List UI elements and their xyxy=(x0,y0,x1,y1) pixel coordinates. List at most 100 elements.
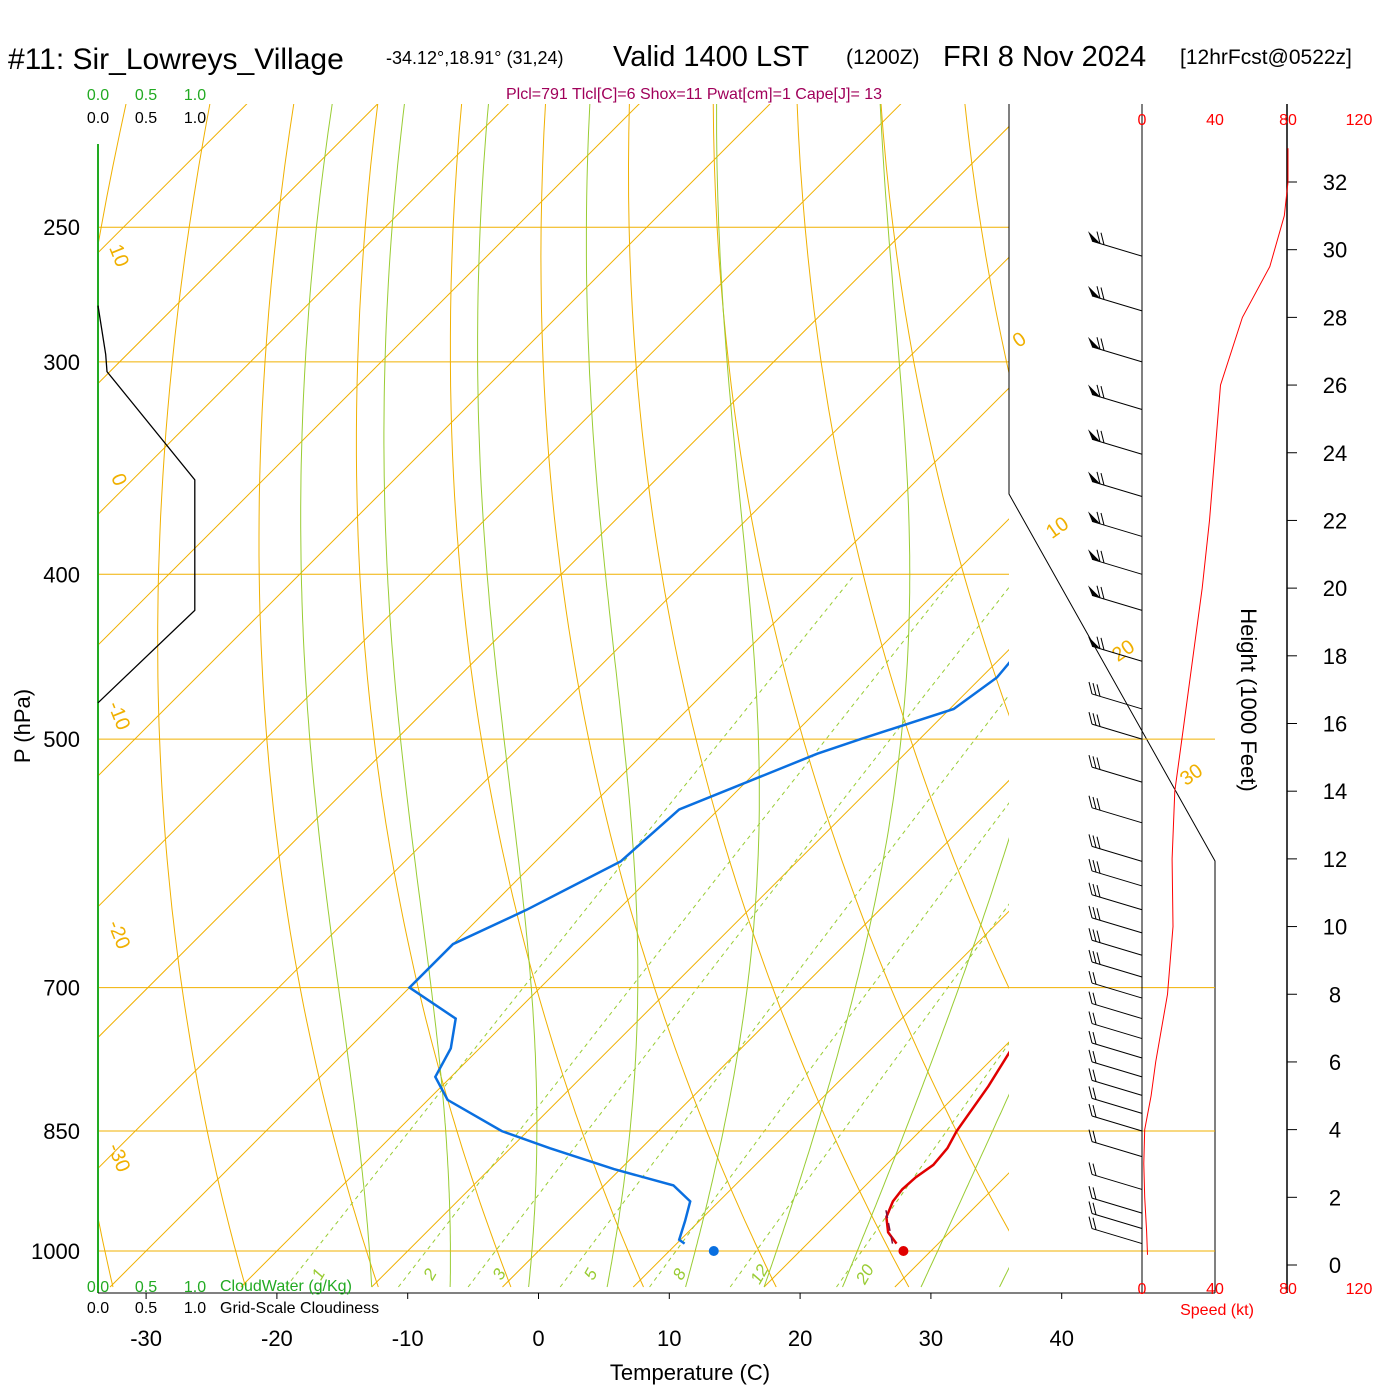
height-tick-label: 20 xyxy=(1323,576,1347,601)
height-tick-label: 32 xyxy=(1323,170,1347,195)
wind-barb-feather xyxy=(1092,1087,1097,1100)
speed-tick-top: 80 xyxy=(1279,112,1297,129)
wind-barb-staff xyxy=(1091,1023,1143,1040)
wind-barb-feather xyxy=(1088,949,1093,963)
surface-temperature-marker xyxy=(898,1246,909,1256)
height-tick-label: 22 xyxy=(1323,508,1347,533)
wind-barb-feather xyxy=(1092,1012,1097,1025)
wind-barb-staff xyxy=(1091,961,1143,978)
wind-barb-feather xyxy=(1088,1049,1093,1063)
wind-barb-feather xyxy=(1096,952,1101,965)
wind-barb-staff xyxy=(1091,917,1143,934)
wind-barb-feather xyxy=(1100,550,1105,564)
height-tick-label: 30 xyxy=(1323,238,1347,263)
wind-barb-staff xyxy=(1091,481,1143,497)
height-tick-label: 10 xyxy=(1323,915,1347,940)
wind-barb-flag xyxy=(1088,511,1100,524)
wind-barb-staff xyxy=(1091,558,1143,575)
pressure-tick-label: 250 xyxy=(43,215,80,240)
temperature-profile-line xyxy=(885,1050,1009,1245)
wind-barb-feather xyxy=(1092,1050,1097,1064)
stability-indices: Plcl=791 Tlcl[C]=6 Shox=11 Pwat[cm]=1 Ca… xyxy=(506,86,882,103)
wind-barb-staff xyxy=(1091,240,1143,257)
height-tick-label: 8 xyxy=(1329,982,1341,1007)
cloud-water-tick-bottom: 1.0 xyxy=(184,1279,206,1296)
cloud-water-tick-top: 0.5 xyxy=(135,87,157,104)
wind-barb-feather xyxy=(1088,795,1093,808)
height-tick-label: 12 xyxy=(1323,847,1347,872)
height-tick-label: 2 xyxy=(1329,1185,1341,1210)
wind-barb-feather xyxy=(1092,972,1097,985)
forecast-date: FRI 8 Nov 2024 xyxy=(943,41,1146,73)
wind-barb-feather xyxy=(1088,1129,1093,1142)
height-tick-label: 24 xyxy=(1323,441,1347,466)
isotherm-line xyxy=(98,104,771,777)
wind-barb-flag xyxy=(1088,549,1100,562)
y-axis-title: P (hPa) xyxy=(10,689,35,763)
wind-barb-staff xyxy=(1091,1003,1143,1020)
wind-barb-staff xyxy=(1091,520,1143,537)
moist-adiabat-line xyxy=(300,104,373,1288)
wind-barb-staff xyxy=(1091,645,1143,662)
wind-barb-staff xyxy=(1091,1079,1143,1096)
wind-barb-feather xyxy=(1100,472,1105,486)
wind-barb-feather xyxy=(1096,511,1101,524)
cloudiness-tick-top: 0.5 xyxy=(135,110,157,127)
temperature-tick-label: 10 xyxy=(657,1326,681,1351)
wind-barb-staff xyxy=(1091,693,1143,710)
wind-barb-feather xyxy=(1088,991,1093,1004)
wind-barb-feather xyxy=(1088,1011,1093,1024)
wind-barb-feather xyxy=(1088,1185,1093,1199)
wind-barb-flag xyxy=(1088,585,1100,598)
wind-barb-feather xyxy=(1092,906,1097,920)
wind-barb-feather xyxy=(1092,951,1097,964)
wind-barb-flag xyxy=(1088,636,1100,649)
speed-tick-bottom: 40 xyxy=(1206,1281,1224,1298)
wind-barb-staff xyxy=(1091,845,1143,862)
cloudiness-tick-bottom: 0.0 xyxy=(87,1300,109,1317)
wind-barb-staff xyxy=(1091,1141,1143,1158)
wind-barb-staff xyxy=(1091,807,1143,824)
pressure-tick-label: 500 xyxy=(43,727,80,752)
surface-dewpoint-marker xyxy=(708,1246,719,1256)
wind-barb-feather xyxy=(1096,836,1101,849)
wind-barb-feather xyxy=(1092,1032,1097,1045)
cloudiness-tick-bottom: 1.0 xyxy=(184,1300,206,1317)
cloudiness-profile-line xyxy=(97,305,196,704)
dewpoint-profile-line xyxy=(407,661,1009,1245)
wind-barb-feather xyxy=(1096,384,1101,398)
pressure-tick-label: 850 xyxy=(43,1119,80,1144)
wind-barb-staff xyxy=(1091,982,1143,999)
temperature-tick-label: -30 xyxy=(130,1326,162,1351)
moist-adiabat-line xyxy=(383,104,451,1288)
wind-barb-feather xyxy=(1092,883,1097,897)
wind-barb-feather xyxy=(1096,798,1101,811)
wind-barb-staff xyxy=(1091,1115,1143,1132)
speed-axis-title: Speed (kt) xyxy=(1180,1302,1254,1319)
wind-barb-feather xyxy=(1100,385,1105,399)
isotherm-line xyxy=(763,1041,1009,1288)
isotherm-line xyxy=(502,779,1009,1288)
dry-adiabat-line xyxy=(157,104,247,1288)
wind-barb-staff xyxy=(1091,894,1143,911)
pressure-tick-label: 300 xyxy=(43,350,80,375)
speed-tick-top: 0 xyxy=(1138,112,1147,129)
isotherm-line xyxy=(240,518,1009,1288)
wind-barb-staff xyxy=(1091,1228,1143,1245)
wind-barb-staff xyxy=(1091,870,1143,887)
wind-barb-flag xyxy=(1088,231,1100,244)
isotherm-line xyxy=(98,104,379,385)
wind-barb-feather xyxy=(1096,930,1101,943)
speed-tick-top: 40 xyxy=(1206,112,1224,129)
wind-barb-feather xyxy=(1096,636,1101,649)
speed-tick-bottom: 80 xyxy=(1279,1281,1297,1298)
dry-adiabat-line xyxy=(258,104,379,1288)
pressure-tick-label: 400 xyxy=(43,562,80,587)
cloudiness-tick-top: 1.0 xyxy=(184,110,206,127)
wind-barb-staff xyxy=(1091,1061,1143,1078)
wind-barb-feather xyxy=(1096,337,1101,350)
wind-barb-feather xyxy=(1096,908,1101,921)
wind-barb-feather xyxy=(1092,1069,1097,1082)
height-tick-label: 26 xyxy=(1323,373,1347,398)
